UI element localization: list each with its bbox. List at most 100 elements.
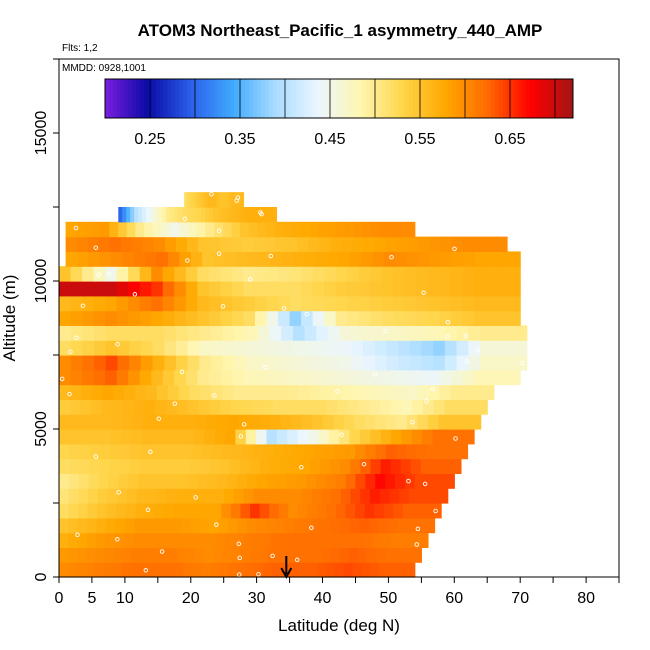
heatmap-cell [263,443,275,460]
heatmap-cell [301,488,313,504]
heatmap-cell [241,192,245,208]
heatmap-cell [139,310,152,326]
heatmap-cell [169,207,175,223]
observation-point [156,416,162,421]
heatmap-cell [269,458,281,474]
heatmap-cell [412,547,422,563]
observation-point [464,359,470,364]
heatmap-cell [224,251,237,267]
heatmap-cell [201,251,214,267]
heatmap-cell [321,547,332,563]
heatmap-cell [390,399,403,415]
heatmap-cell [372,251,385,267]
heatmap-cell [363,532,374,548]
heatmap-cell [121,429,133,445]
heatmap-cell [276,473,287,489]
heatmap-cell [164,414,176,430]
heatmap-cell [87,517,98,534]
heatmap-cell [404,266,418,282]
heatmap-cell [185,266,198,282]
colorbar-swatch [159,79,164,118]
heatmap-cell [296,473,307,489]
heatmap-cell [123,399,135,415]
heatmap-cell [298,532,309,548]
heatmap-cell [225,429,236,445]
heatmap-cell [209,192,212,208]
colorbar-swatch [222,79,227,118]
heatmap-cell [70,340,83,356]
heatmap-cell [222,547,232,563]
heatmap-cell [440,458,452,474]
heatmap-cell [389,488,400,504]
observation-point [172,401,178,406]
heatmap-cell [357,547,368,563]
heatmap-cell [311,414,324,430]
heatmap-cell [476,399,488,415]
heatmap-cell [312,517,323,534]
heatmap-cell [287,384,299,400]
observation-point [67,391,72,397]
heatmap-cell [272,562,282,578]
heatmap-cell [273,443,285,460]
heatmap-cell [298,384,310,400]
heatmap-cell [451,295,464,312]
heatmap-cell [90,429,102,445]
heatmap-cell [104,547,114,563]
heatmap-cell [156,251,169,267]
heatmap-cell [101,399,114,415]
heatmap-cell [457,443,469,460]
heatmap-cell [207,473,218,489]
heatmap-cell [162,429,174,445]
heatmap-cell [169,532,180,548]
heatmap-cell [69,443,81,460]
colorbar-swatch [335,79,340,118]
heatmap-cell [278,503,289,519]
heatmap-cell [275,236,287,252]
heatmap-cell [196,192,199,208]
heatmap-cell [385,236,398,252]
heatmap-cell [152,221,163,238]
heatmap-cell [264,207,270,223]
heatmap-cell [233,488,245,504]
heatmap-cell [152,325,165,341]
heatmap-cell [111,414,123,430]
heatmap-cell [138,473,149,489]
colorbar-swatch [132,79,137,118]
heatmap-cell [269,355,282,371]
colorbar-swatch [315,79,320,118]
x-tick-label: 40 [314,590,332,607]
heatmap-cell [404,369,418,386]
heatmap-cell [165,488,177,504]
colorbar-swatch [128,79,133,118]
heatmap-cell [76,236,89,252]
heatmap-cell [350,458,362,474]
heatmap-cell [93,266,106,282]
heatmap-cell [68,517,79,534]
heatmap-cell [396,562,407,578]
heatmap-cell [185,192,188,208]
heatmap-cell [175,355,189,371]
heatmap-cell [339,325,352,341]
observation-point [309,525,314,531]
heatmap-cell [59,295,72,312]
heatmap-cell [427,295,441,312]
heatmap-cell [243,384,256,400]
colorbar-swatch [553,79,558,118]
heatmap-cell [145,251,158,267]
heatmap-cell [451,369,464,386]
colorbar-swatch [502,79,508,118]
heatmap-cell [199,340,212,356]
heatmap-cell [165,562,176,578]
heatmap-cell [122,207,127,223]
heatmap-cell [485,266,498,282]
colorbar-swatch [288,79,293,118]
colorbar-swatch [374,79,379,118]
heatmap-cell [315,473,327,489]
observation-point [148,449,153,455]
heatmap-cell [479,355,493,371]
heatmap-cell [312,310,325,326]
heatmap-cell [59,547,69,563]
heatmap-cell [515,325,528,341]
colorbar-swatch [358,79,363,118]
heatmap-cell [222,355,236,371]
